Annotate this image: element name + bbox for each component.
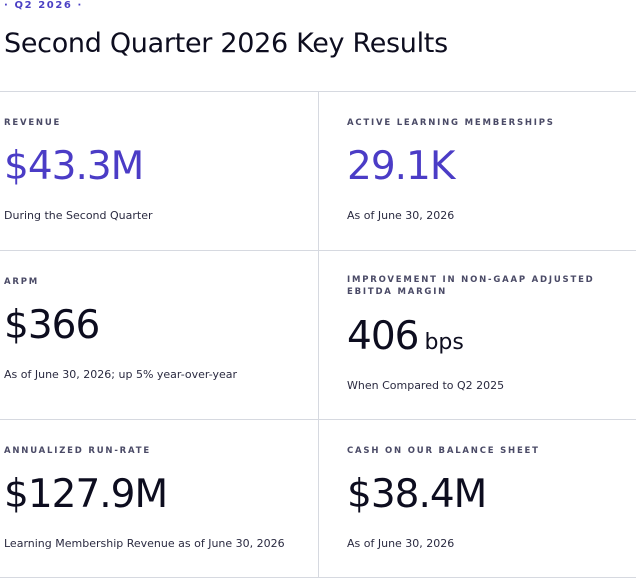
metric-value-unit: bps (424, 330, 464, 355)
metric-value: 29.1K (347, 144, 455, 189)
metric-note: As of June 30, 2026 (347, 537, 455, 550)
metric-label: IMPROVEMENT IN NON-GAAP ADJUSTED EBITDA … (347, 275, 595, 297)
metric-note: Learning Membership Revenue as of June 3… (4, 537, 285, 550)
metric-card-memberships: ACTIVE LEARNING MEMBERSHIPS 29.1K As of … (347, 117, 627, 237)
metric-note: As of June 30, 2026; up 5% year-over-yea… (4, 368, 238, 381)
metric-value: 406 bps (347, 314, 464, 359)
row-divider (0, 419, 636, 420)
metric-label: ANNUALIZED RUN-RATE (4, 446, 151, 456)
quarter-eyebrow: · Q2 2026 · (4, 0, 83, 11)
column-divider (318, 92, 319, 577)
metric-card-revenue: REVENUE $43.3M During the Second Quarter (4, 117, 304, 237)
metric-card-ebitda-margin: IMPROVEMENT IN NON-GAAP ADJUSTED EBITDA … (347, 274, 627, 409)
metric-value-number: 406 (347, 314, 419, 359)
metric-value: $127.9M (4, 472, 168, 517)
metric-note: When Compared to Q2 2025 (347, 379, 505, 392)
metric-value: $43.3M (4, 144, 144, 189)
metric-value: $366 (4, 303, 100, 348)
metric-note: During the Second Quarter (4, 209, 153, 222)
row-divider (0, 250, 636, 251)
metric-label: CASH ON OUR BALANCE SHEET (347, 446, 540, 456)
metric-note: As of June 30, 2026 (347, 209, 455, 222)
metric-card-arpm: ARPM $366 As of June 30, 2026; up 5% yea… (4, 276, 304, 406)
key-results-grid: REVENUE $43.3M During the Second Quarter… (0, 91, 636, 578)
metric-card-run-rate: ANNUALIZED RUN-RATE $127.9M Learning Mem… (4, 445, 314, 565)
metric-label: ACTIVE LEARNING MEMBERSHIPS (347, 118, 555, 128)
metric-label: ARPM (4, 277, 40, 287)
page-title: Second Quarter 2026 Key Results (4, 28, 448, 59)
metric-card-cash: CASH ON OUR BALANCE SHEET $38.4M As of J… (347, 445, 627, 565)
metric-value: $38.4M (347, 472, 487, 517)
metric-label: REVENUE (4, 118, 62, 128)
